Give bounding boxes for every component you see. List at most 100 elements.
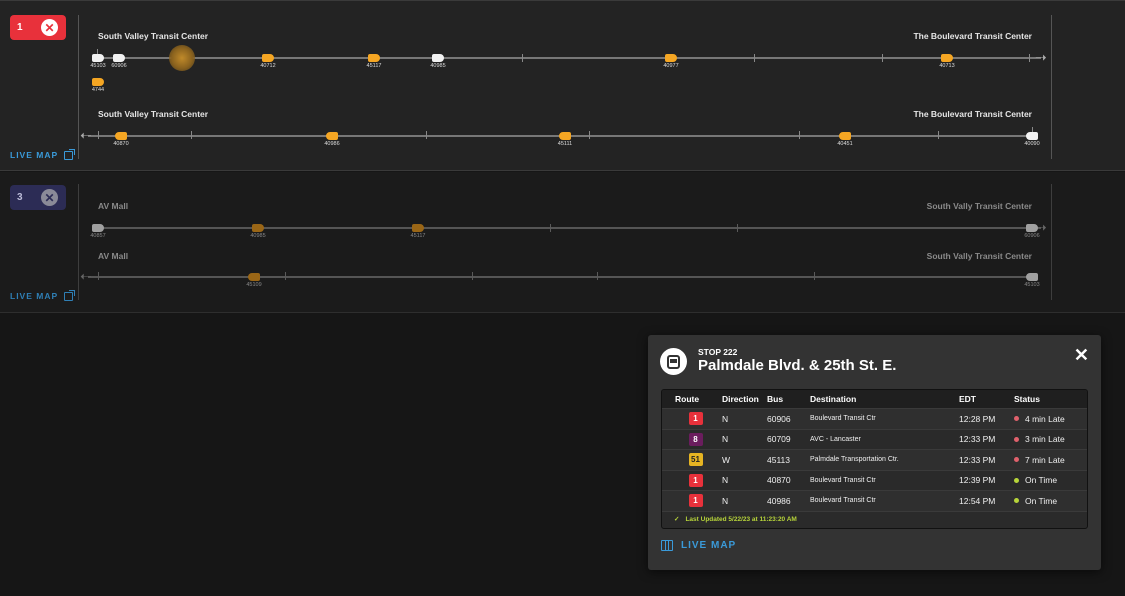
tick <box>597 272 598 280</box>
direction-cell: N <box>722 434 729 445</box>
status-cell: 7 min Late <box>1014 455 1087 465</box>
live-map-label: LIVE MAP <box>10 150 59 160</box>
tick <box>97 49 98 57</box>
map-icon <box>661 540 673 551</box>
route-1-badge: 1 ✕ <box>10 15 66 40</box>
status-dot <box>1014 498 1019 504</box>
bus-marker[interactable] <box>559 132 571 140</box>
bus-marker[interactable] <box>412 224 424 232</box>
stop-popup: STOP 222 Palmdale Blvd. & 25th St. E. ✕ … <box>648 335 1101 570</box>
arrow-left-icon: ➝ <box>80 268 92 284</box>
tick <box>550 224 551 232</box>
table-row[interactable]: 51 W 45113 Palmdale Transportation Ctr. 12:3… <box>662 449 1087 470</box>
route-number: 1 <box>17 22 23 33</box>
outbound-origin: AV Mall <box>98 201 129 211</box>
bus-marker[interactable] <box>1026 273 1038 281</box>
bus-marker[interactable] <box>115 132 127 140</box>
bus-cell: 60906 <box>767 413 791 424</box>
route-cell: 1 <box>662 494 716 508</box>
bus-id: 40451 <box>837 141 853 147</box>
route-cell: 51 <box>662 453 716 467</box>
tick <box>522 54 523 62</box>
bus-marker[interactable] <box>262 54 274 62</box>
route-badge: 8 <box>688 432 703 446</box>
tick <box>426 131 427 139</box>
live-map-label: LIVE MAP <box>10 291 59 301</box>
tick <box>799 131 800 139</box>
remove-route-3-button[interactable]: ✕ <box>41 189 58 206</box>
inbound-destination: The Boulevard Transit Center <box>913 109 1032 119</box>
edt-cell: 12:33 PM <box>959 454 996 465</box>
bus-marker[interactable] <box>432 54 444 62</box>
bus-marker[interactable] <box>839 132 851 140</box>
table-row[interactable]: 1 N 40986 Boulevard Transit Ctr 12:54 PM On T… <box>662 490 1087 511</box>
bus-cell: 45113 <box>767 454 791 465</box>
close-popup-button[interactable]: ✕ <box>1073 345 1089 365</box>
bus-id: 40870 <box>113 141 129 147</box>
tick <box>938 131 939 139</box>
bus-marker[interactable] <box>252 224 264 232</box>
bus-marker[interactable] <box>665 54 677 62</box>
status-text: On Time <box>1025 475 1058 486</box>
bus-id: 45103 <box>90 63 106 69</box>
bus-marker[interactable] <box>248 273 260 281</box>
arrow-left-icon: ➝ <box>80 127 92 143</box>
route-1-live-map-link[interactable]: LIVE MAP <box>10 148 76 160</box>
col-bus: Bus <box>767 394 784 404</box>
bus-marker[interactable] <box>92 224 104 232</box>
bus-id: 45117 <box>366 63 382 69</box>
route-3-live-map-link[interactable]: LIVE MAP <box>10 289 76 301</box>
bus-id: 40857 <box>90 233 106 239</box>
col-status: Status <box>1014 394 1040 404</box>
route-badge: 1 <box>688 412 703 426</box>
bus-cell: 40986 <box>767 495 791 506</box>
bus-marker[interactable] <box>92 54 104 62</box>
table-row[interactable]: 1 N 60906 Boulevard Transit Ctr 12:28 PM 4 mi… <box>662 408 1087 429</box>
status-dot <box>1014 457 1019 463</box>
destination-cell: Boulevard Transit Ctr <box>810 415 876 423</box>
route-1-panel: 1 ✕ LIVE MAP South Valley Transit Center… <box>0 0 1125 171</box>
arrivals-table: Route Direction Bus Destination EDT Stat… <box>661 389 1088 529</box>
right-divider <box>1051 15 1052 159</box>
edt-cell: 12:28 PM <box>959 413 996 424</box>
bus-marker[interactable] <box>92 78 104 86</box>
live-map-label: LIVE MAP <box>681 540 737 551</box>
direction-cell: N <box>722 413 729 424</box>
table-row[interactable]: 8 N 60709 AVC - Lancaster 12:33 PM 3 min Late <box>662 428 1087 450</box>
route-cell: 1 <box>662 412 716 426</box>
route-3-badge: 3 ✕ <box>10 185 66 210</box>
bus-marker[interactable] <box>113 54 125 62</box>
route-cell: 1 <box>662 473 716 487</box>
bus-id: 40986 <box>324 141 340 147</box>
col-route: Route <box>675 394 700 404</box>
tick <box>754 54 755 62</box>
tick <box>814 272 815 280</box>
inbound-origin: AV Mall <box>98 251 129 261</box>
bus-marker[interactable] <box>941 54 953 62</box>
bus-id: 60906 <box>111 63 127 69</box>
selected-stop-highlight[interactable] <box>169 45 195 71</box>
outbound-destination: South Vally Transit Center <box>926 201 1032 211</box>
popup-live-map-link[interactable]: LIVE MAP <box>661 540 736 551</box>
edt-cell: 12:33 PM <box>959 434 996 445</box>
bus-marker[interactable] <box>368 54 380 62</box>
edt-cell: 12:54 PM <box>959 495 996 506</box>
tick <box>737 224 738 232</box>
bus-marker[interactable] <box>1026 224 1038 232</box>
table-row[interactable]: 1 N 40870 Boulevard Transit Ctr 12:39 PM On T… <box>662 469 1087 491</box>
bus-id: 45103 <box>1024 282 1040 288</box>
inbound-track <box>88 276 1038 278</box>
status-cell: 4 min Late <box>1014 414 1087 424</box>
status-text: 4 min Late <box>1025 413 1065 424</box>
arrow-right-icon: ➝ <box>1035 49 1047 65</box>
bus-cell: 40870 <box>767 475 791 486</box>
remove-route-1-button[interactable]: ✕ <box>41 19 58 36</box>
bus-marker[interactable] <box>326 132 338 140</box>
bus-marker[interactable] <box>1026 132 1038 140</box>
bus-id: 40977 <box>663 63 679 69</box>
route-cell: 8 <box>662 432 716 446</box>
tick <box>589 131 590 139</box>
direction-cell: N <box>722 475 729 486</box>
col-direction: Direction <box>722 394 759 404</box>
